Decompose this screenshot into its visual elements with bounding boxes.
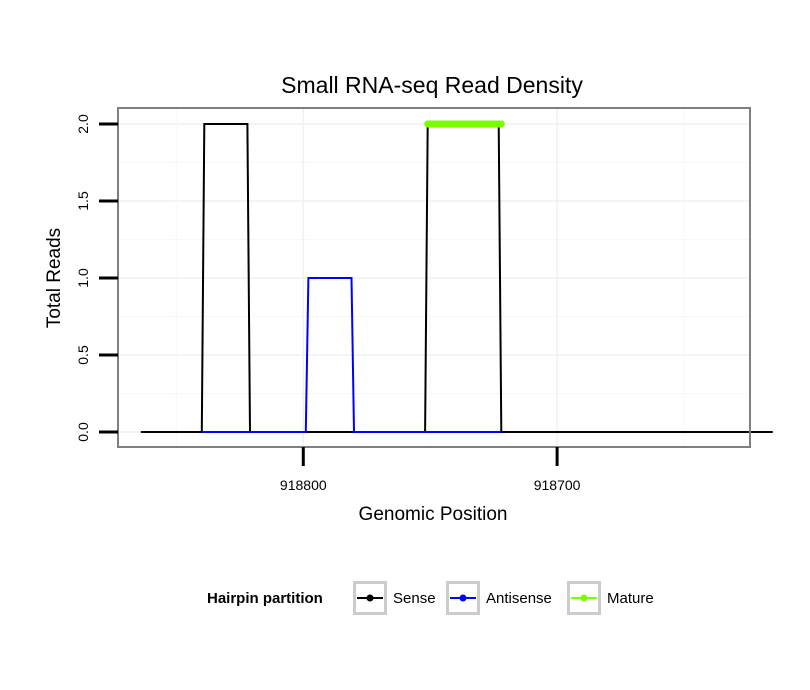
y-tick-label: 2.0 [75, 114, 91, 134]
series-line-antisense [201, 277, 502, 433]
legend-key-point [459, 594, 467, 602]
legend-label: Mature [607, 590, 654, 607]
y-axis-label: Total Reads [44, 228, 65, 328]
legend: Hairpin partition Sense Antisense Mature [207, 581, 654, 615]
series-sense [140, 123, 773, 433]
series-antisense [201, 277, 502, 433]
x-axis: 918800 918700 [280, 447, 581, 493]
legend-key-point [580, 594, 588, 602]
x-axis-label: Genomic Position [359, 504, 508, 525]
x-tick-label: 918800 [280, 477, 327, 493]
y-tick-label: 0.5 [75, 345, 91, 365]
chart-title: Small RNA-seq Read Density [281, 72, 583, 98]
legend-item-sense: Sense [353, 581, 436, 615]
series-layer [140, 120, 773, 433]
legend-item-mature: Mature [567, 581, 654, 615]
y-tick-label: 0.0 [75, 422, 91, 442]
series-line-sense [140, 123, 773, 433]
y-tick-label: 1.0 [75, 268, 91, 288]
legend-item-antisense: Antisense [446, 581, 552, 615]
x-tick-label: 918700 [534, 477, 581, 493]
legend-label: Antisense [486, 590, 552, 607]
y-axis: 0.0 0.5 1.0 1.5 2.0 [75, 114, 118, 442]
legend-label: Sense [393, 590, 436, 607]
y-tick-label: 1.5 [75, 191, 91, 211]
legend-title: Hairpin partition [207, 590, 323, 607]
legend-key-point [366, 594, 374, 602]
